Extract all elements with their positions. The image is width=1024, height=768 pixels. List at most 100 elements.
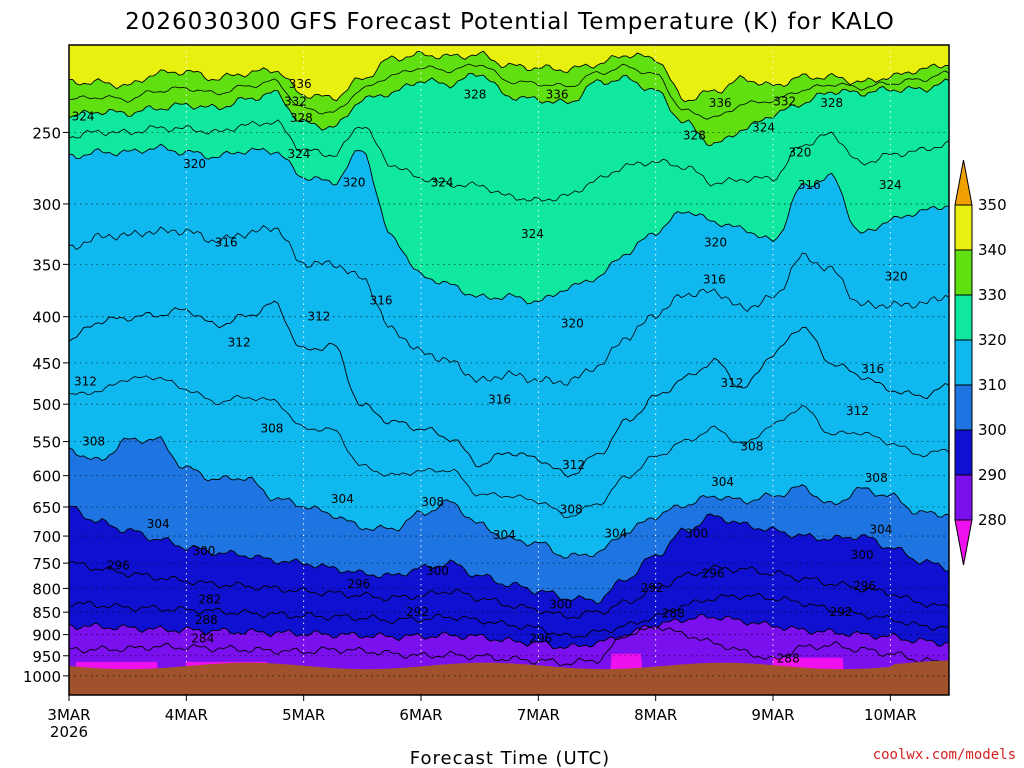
y-tick-label: 550 [32, 434, 61, 452]
contour-label: 300 [426, 564, 449, 578]
contour-label: 308 [560, 502, 583, 516]
y-tick-label: 350 [32, 256, 61, 274]
contour-label: 304 [331, 492, 354, 506]
contour-label: 316 [798, 178, 821, 192]
x-axis-title: Forecast Time (UTC) [410, 748, 610, 768]
isotherm-332 [69, 63, 949, 120]
colorbar-bottom-arrow [954, 519, 973, 566]
contour-label: 336 [546, 88, 569, 102]
contour-label: 324 [72, 109, 95, 123]
colorbar-label: 300 [978, 421, 1007, 439]
contour-label: 328 [683, 129, 706, 143]
colorbar-label: 330 [978, 286, 1007, 304]
colorbar-top-arrow [954, 159, 973, 206]
x-tick-label: 7MAR [517, 706, 560, 724]
contour-label: 316 [703, 273, 726, 287]
isotherm-328 [69, 73, 949, 147]
contour-label: 316 [215, 235, 238, 249]
contour-label: 292 [830, 605, 853, 619]
isotherm-292 [69, 592, 949, 638]
colorbar-swatch [954, 204, 973, 251]
y-tick-label: 700 [32, 528, 61, 546]
y-tick-label: 500 [32, 396, 61, 414]
colorbar-swatch [954, 474, 973, 521]
y-tick-label: 650 [32, 499, 61, 517]
isotherm-320 [69, 143, 949, 305]
x-tick-label: 10MAR [864, 706, 917, 724]
isotherm-308 [69, 375, 949, 519]
contour-label: 312 [228, 335, 251, 349]
plot-area: 336 332 328 336 336 332 328 324 328 328 324 324 320 3… [69, 45, 949, 695]
grid-layer [69, 45, 949, 695]
contour-label: 328 [464, 88, 487, 102]
colorbar-label: 340 [978, 241, 1007, 259]
contour-label: 300 [685, 526, 708, 540]
y-axis: 250 300 350 400 450 500 550 600 650 700 750 800 850 9… [23, 124, 69, 686]
x-tick-label: 5MAR [282, 706, 325, 724]
y-tick-label: 800 [32, 580, 61, 598]
isotherm-324 [69, 119, 949, 202]
isotherm-316 [69, 224, 949, 386]
contour-label: 296 [853, 579, 876, 593]
contour-label: 304 [711, 475, 734, 489]
contour-label: 324 [431, 175, 454, 189]
contour-label: 316 [861, 362, 884, 376]
contour-label: 332 [773, 94, 796, 108]
colorbar: 350 340 330 320 310 300 290 280 [954, 159, 1007, 566]
contour-label: 316 [488, 392, 511, 406]
contour-label: 332 [284, 94, 307, 108]
contour-label: 324 [879, 178, 902, 192]
colorbar-swatch [954, 339, 973, 386]
source-credit[interactable]: coolwx.com/models [873, 747, 1016, 763]
contour-label: 320 [704, 235, 727, 249]
contour-label: 336 [289, 77, 312, 91]
contour-label: 292 [641, 581, 664, 595]
colorbar-label: 320 [978, 331, 1007, 349]
y-tick-label: 400 [32, 309, 61, 327]
contour-label: 320 [885, 269, 908, 283]
isotherm-300 [69, 505, 949, 605]
contour-label: 312 [307, 310, 330, 324]
contour-label: 308 [740, 439, 763, 453]
colorbar-label: 280 [978, 511, 1007, 529]
contour-label: 336 [709, 96, 732, 110]
contour-label: 296 [347, 577, 370, 591]
colorbar-swatch [954, 249, 973, 296]
contour-label: 288 [777, 652, 800, 666]
colorbar-label: 310 [978, 376, 1007, 394]
contour-label: 312 [720, 376, 743, 390]
colorbar-swatch [954, 384, 973, 431]
contour-label: 308 [421, 495, 444, 509]
contour-label: 304 [869, 522, 892, 536]
contour-label-layer: 336 332 328 336 336 332 328 324 328 328 324 324 320 3… [72, 77, 908, 666]
y-tick-label: 600 [32, 468, 61, 486]
contour-label: 328 [290, 111, 313, 125]
contour-label: 296 [529, 631, 552, 645]
contour-label: 296 [702, 566, 725, 580]
contour-label: 308 [261, 421, 284, 435]
y-tick-label: 850 [32, 604, 61, 622]
plot-frame [68, 44, 950, 696]
contour-label: 324 [521, 227, 544, 241]
colorbar-swatch [954, 294, 973, 341]
terrain [69, 660, 949, 695]
contour-label: 320 [343, 175, 366, 189]
x-tick-label: 6MAR [399, 706, 442, 724]
contour-label: 320 [183, 157, 206, 171]
contour-label: 324 [288, 147, 311, 161]
colorbar-label: 290 [978, 466, 1007, 484]
x-tick-label: 8MAR [634, 706, 677, 724]
y-tick-label: 250 [32, 124, 61, 142]
contour-label: 320 [789, 145, 812, 159]
colorbar-swatch [954, 429, 973, 476]
contour-label: 282 [198, 593, 221, 607]
y-tick-label: 900 [32, 627, 61, 645]
contour-label: 316 [370, 294, 393, 308]
contour-label: 296 [107, 559, 130, 573]
y-tick-label: 950 [32, 648, 61, 666]
contour-line-layer [69, 50, 949, 669]
isotherm-296 [69, 561, 949, 620]
contour-label: 300 [192, 544, 215, 558]
